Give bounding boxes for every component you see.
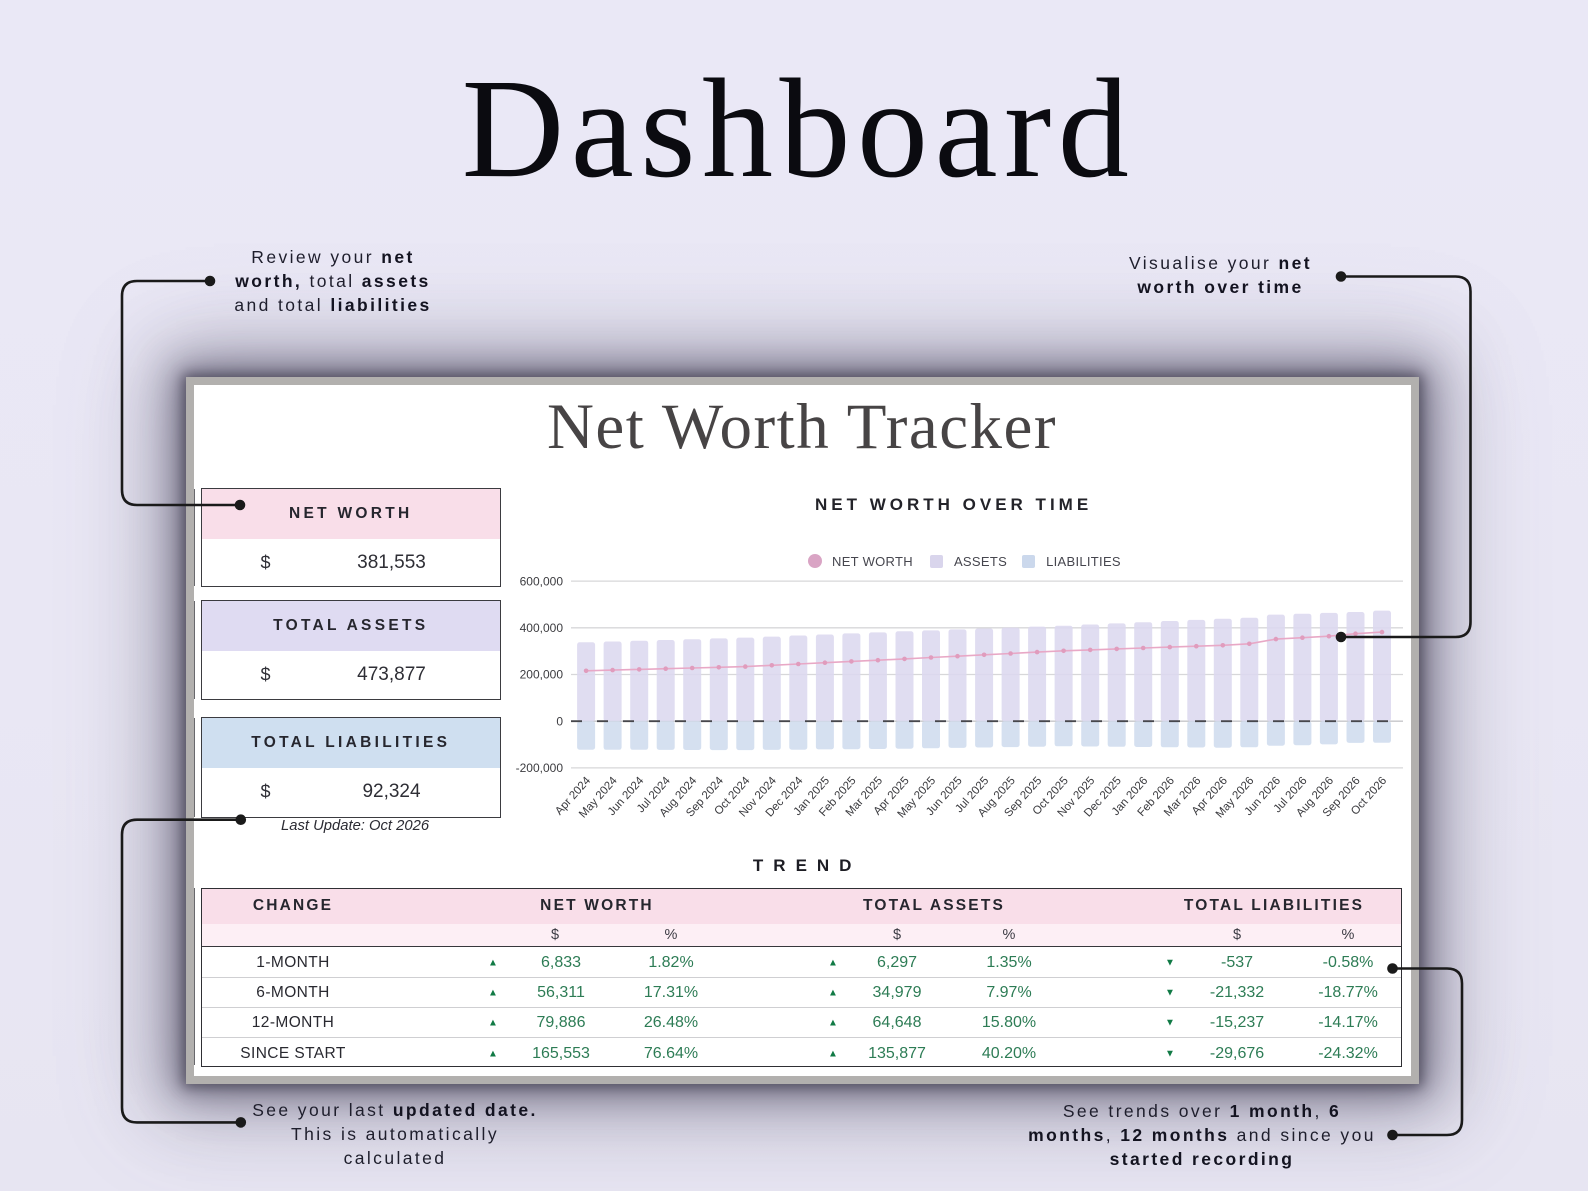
svg-text:600,000: 600,000 bbox=[520, 574, 564, 588]
svg-text:400,000: 400,000 bbox=[520, 621, 564, 635]
svg-text:-200,000: -200,000 bbox=[516, 761, 564, 775]
svg-text:0: 0 bbox=[556, 714, 563, 728]
svg-text:200,000: 200,000 bbox=[520, 668, 564, 682]
